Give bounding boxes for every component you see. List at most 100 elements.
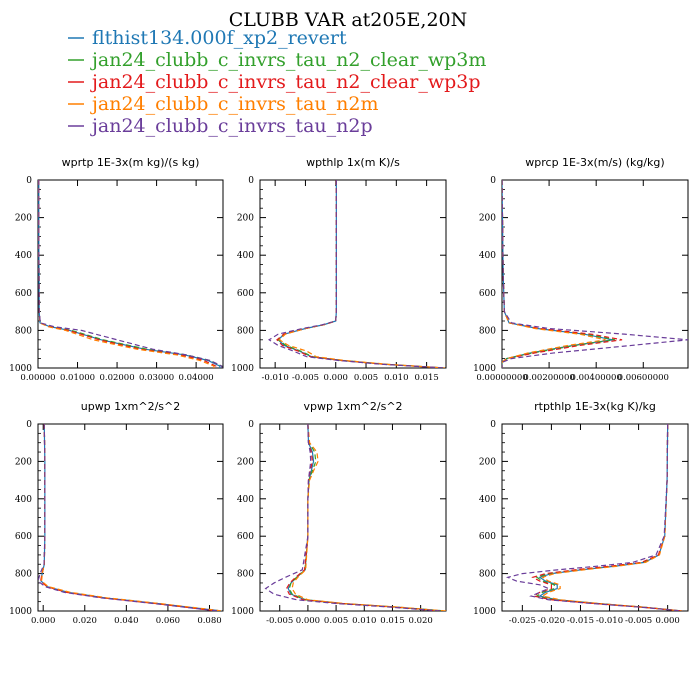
series-line (40, 424, 218, 611)
plot-frame (37, 179, 224, 369)
y-tick-label: 400 (15, 251, 32, 261)
y-tick-label: 400 (237, 495, 254, 505)
y-tick-label: 400 (237, 251, 254, 261)
x-tick-label: -0.010 (596, 616, 623, 626)
panel-title: rtpthlp 1E-3x(kg K)/kg (534, 400, 656, 413)
series-line (38, 424, 220, 611)
series-line (278, 180, 445, 368)
series-line (38, 180, 223, 368)
series-line (40, 424, 223, 611)
plot-frame (259, 423, 447, 612)
series-line (38, 180, 221, 368)
x-tick-label: 0.02000 (99, 373, 134, 383)
legend-entry: jan24_clubb_c_invrs_tau_n2_clear_wp3p (90, 71, 481, 93)
x-tick-label: 0.00600000 (618, 373, 669, 383)
panel-title: wprtp 1E-3x(m kg)/(s kg) (62, 156, 200, 169)
y-tick-label: 200 (479, 214, 496, 224)
y-tick-label: 0 (248, 420, 254, 430)
legend-entry: flthist134.000f_xp2_revert (92, 27, 347, 49)
plot-frame (259, 179, 447, 369)
series-line (502, 180, 613, 368)
y-tick-label: 0 (26, 420, 32, 430)
y-tick-label: 1000 (473, 364, 496, 374)
y-tick-label: 600 (237, 289, 254, 299)
series-line (267, 180, 445, 368)
y-tick-label: 200 (15, 457, 32, 467)
series-line (38, 180, 217, 368)
x-tick-label: 0.00000 (20, 373, 55, 383)
x-tick-label: -0.005 (266, 616, 293, 626)
series-line (535, 424, 683, 611)
panels: wprtp 1E-3x(m kg)/(s kg) 0 200 400 600 800 100… (9, 156, 689, 626)
series-line (38, 180, 223, 368)
series-line (291, 424, 446, 611)
x-tick-label: 0.00200000 (523, 373, 574, 383)
x-tick-label: 0.020 (408, 616, 432, 626)
y-tick-label: 800 (15, 570, 32, 580)
x-tick-label: 0.005 (324, 616, 348, 626)
series-line (285, 424, 441, 611)
y-tick-label: 200 (15, 214, 32, 224)
y-tick-label: 1000 (473, 607, 496, 617)
y-tick-label: 1000 (231, 607, 254, 617)
chart-panel: rtpthlp 1E-3x(kg K)/kg 0 200 400 600 800 1000 -… (473, 400, 689, 626)
series-line (264, 424, 441, 611)
series-line (502, 180, 616, 368)
y-tick-label: 600 (479, 532, 496, 542)
x-tick-label: 0.000 (31, 616, 55, 626)
series-line (40, 424, 220, 611)
panel-title: wprcp 1E-3x(m/s) (kg/kg) (525, 156, 664, 169)
x-tick-label: 0.000 (296, 616, 320, 626)
plot-frame (501, 179, 689, 369)
x-tick-label: -0.005 (625, 616, 652, 626)
y-tick-label: 800 (479, 326, 496, 336)
y-tick-label: 200 (237, 214, 254, 224)
y-tick-label: 800 (15, 326, 32, 336)
y-tick-label: 1000 (231, 364, 254, 374)
series-line (502, 180, 623, 368)
legend-entry: jan24_clubb_c_invrs_tau_n2m (90, 93, 378, 115)
legend: flthist134.000f_xp2_revertjan24_clubb_c_… (68, 27, 486, 137)
panel-title: vpwp 1xm^2/s^2 (303, 400, 402, 413)
x-tick-label: 0.010 (384, 373, 408, 383)
y-tick-label: 600 (15, 532, 32, 542)
x-tick-label: 0.01000 (60, 373, 95, 383)
series-line (38, 180, 215, 368)
y-tick-label: 0 (490, 420, 496, 430)
series-line (541, 424, 683, 611)
x-tick-label: 0.00400000 (570, 373, 621, 383)
y-tick-label: 800 (479, 570, 496, 580)
y-tick-label: 800 (237, 326, 254, 336)
series-line (40, 424, 223, 611)
series-line (505, 424, 683, 611)
plot-frame (37, 423, 224, 612)
series-line (276, 180, 445, 368)
y-tick-label: 200 (479, 457, 496, 467)
x-tick-label: -0.015 (567, 616, 594, 626)
x-tick-label: -0.020 (538, 616, 565, 626)
series-line (502, 180, 688, 368)
y-tick-label: 0 (490, 176, 496, 186)
x-tick-label: 0.000 (655, 616, 679, 626)
y-tick-label: 0 (26, 176, 32, 186)
chart-panel: wprcp 1E-3x(m/s) (kg/kg) 0 200 400 600 800 100… (473, 156, 689, 383)
x-tick-label: 0.015 (380, 616, 404, 626)
y-tick-label: 600 (237, 532, 254, 542)
y-tick-label: 800 (237, 570, 254, 580)
x-tick-label: 0.040 (114, 616, 138, 626)
panel-title: upwp 1xm^2/s^2 (81, 400, 181, 413)
y-tick-label: 600 (479, 289, 496, 299)
chart-panel: wprtp 1E-3x(m kg)/(s kg) 0 200 400 600 800 100… (9, 156, 224, 383)
x-tick-label: 0.000 (324, 373, 348, 383)
y-tick-label: 400 (479, 251, 496, 261)
figure-title: CLUBB VAR at205E,20N (229, 9, 468, 31)
panel-title: wpthlp 1x(m K)/s (306, 156, 400, 169)
x-tick-label: -0.025 (509, 616, 536, 626)
legend-entry: jan24_clubb_c_invrs_tau_n2_clear_wp3m (90, 49, 486, 71)
series-line (538, 424, 683, 611)
y-tick-label: 400 (15, 495, 32, 505)
x-tick-label: 0.080 (197, 616, 221, 626)
